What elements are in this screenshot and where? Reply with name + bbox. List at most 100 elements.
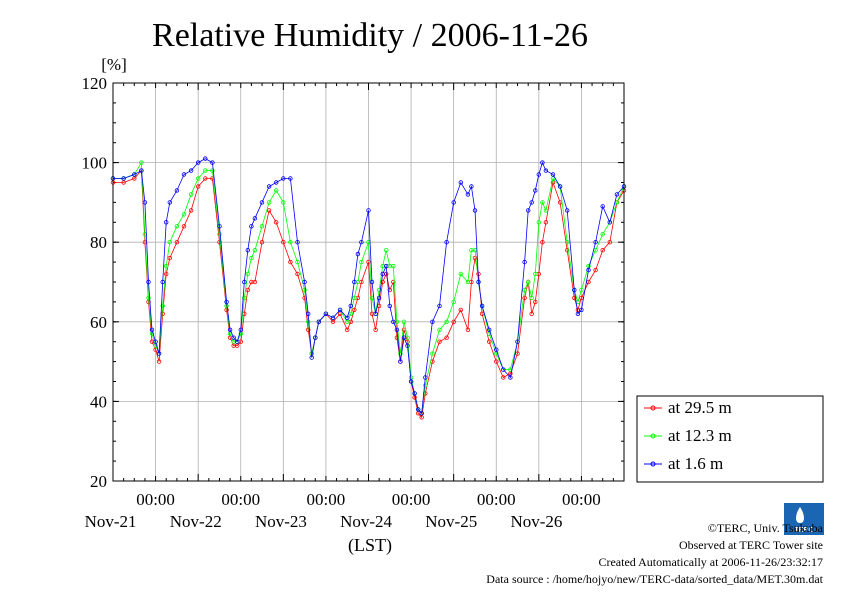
data-point-2 (348, 303, 353, 309)
data-point-1 (458, 271, 463, 277)
data-point-2 (430, 319, 435, 324)
data-point-2 (302, 279, 307, 285)
data-point-0 (522, 295, 527, 301)
y-tick-label: 20 (90, 472, 107, 491)
data-point-2 (355, 251, 361, 257)
legend-label: at 1.6 m (668, 454, 723, 473)
data-point-1 (600, 231, 605, 237)
data-point-1 (391, 263, 396, 269)
data-point-2 (614, 192, 620, 197)
data-point-1 (167, 239, 172, 245)
data-point-0 (281, 239, 286, 245)
data-point-2 (337, 307, 343, 313)
data-point-1 (540, 200, 545, 205)
legend-label: at 12.3 m (668, 426, 732, 445)
data-point-2 (345, 315, 350, 320)
data-point-2 (391, 319, 396, 324)
data-point-1 (384, 247, 389, 253)
y-tick-label: 40 (90, 392, 107, 411)
data-point-0 (266, 208, 272, 213)
data-point-1 (376, 287, 382, 293)
data-point-2 (238, 327, 243, 332)
legend (636, 395, 824, 483)
data-point-2 (227, 327, 233, 332)
data-point-0 (203, 176, 208, 181)
data-point-2 (142, 200, 148, 205)
data-point-2 (163, 220, 169, 225)
data-point-2 (316, 319, 321, 324)
data-point-1 (437, 327, 442, 332)
legend-swatch-marker (650, 461, 656, 467)
data-point-2 (242, 279, 247, 285)
data-point-2 (153, 339, 158, 344)
x-tick-time: 00:00 (136, 490, 175, 509)
data-point-2 (373, 311, 378, 316)
data-point-1 (203, 168, 208, 173)
data-point-0 (295, 271, 300, 277)
data-point-2 (557, 184, 563, 189)
data-point-1 (522, 287, 527, 293)
data-point-0 (412, 395, 417, 400)
data-point-1 (295, 259, 300, 265)
data-point-2 (380, 271, 385, 277)
data-point-1 (181, 212, 187, 217)
data-point-2 (437, 303, 442, 309)
data-point-2 (313, 335, 318, 340)
data-point-2 (366, 208, 371, 213)
series-line-0 (113, 169, 625, 419)
y-tick-label: 100 (82, 154, 108, 173)
x-tick-time: 00:00 (307, 490, 346, 509)
data-point-1 (160, 303, 165, 309)
credit-source: Data source : /home/hojyo/new/TERC-data/… (486, 572, 823, 586)
data-point-1 (259, 224, 265, 229)
data-point-2 (174, 188, 180, 193)
data-point-0 (533, 299, 538, 305)
x-tick-labels: 00:00Nov-2100:00Nov-2200:00Nov-2300:00No… (85, 490, 601, 531)
data-point-2 (423, 375, 428, 380)
data-point-2 (579, 307, 584, 313)
data-point-2 (295, 239, 300, 245)
data-point-1 (465, 279, 471, 285)
data-point-1 (153, 343, 158, 348)
data-point-1 (302, 287, 307, 293)
data-point-2 (195, 160, 201, 165)
series-line-1 (113, 161, 625, 415)
data-point-0 (465, 327, 471, 332)
data-point-2 (494, 347, 499, 352)
data-point-1 (274, 188, 279, 193)
data-point-1 (245, 271, 250, 277)
data-point-0 (330, 319, 336, 324)
data-point-0 (540, 239, 545, 245)
data-point-2 (330, 315, 336, 320)
data-point-2 (167, 200, 172, 205)
data-point-2 (451, 200, 456, 205)
data-point-1 (266, 200, 272, 205)
data-point-2 (181, 172, 187, 177)
data-point-2 (224, 299, 229, 305)
data-point-0 (188, 208, 194, 213)
data-point-1 (451, 299, 456, 305)
data-point-2 (245, 247, 250, 253)
data-point-0 (181, 224, 187, 229)
data-point-2 (401, 335, 407, 340)
data-point-2 (529, 200, 534, 205)
data-point-0 (515, 351, 520, 356)
x-tick-date: Nov-22 (170, 512, 222, 531)
data-point-2 (398, 359, 403, 364)
data-point-1 (139, 160, 144, 165)
data-point-2 (203, 156, 208, 161)
data-point-2 (533, 188, 538, 193)
x-tick-date: Nov-24 (340, 512, 392, 531)
data-point-2 (387, 303, 392, 309)
x-tick-date: Nov-26 (510, 512, 562, 531)
data-point-2 (274, 180, 279, 185)
data-point-1 (146, 295, 151, 301)
data-point-2 (508, 375, 513, 380)
legend-items: at 29.5 m at 12.3 m at 1.6 m (644, 398, 732, 473)
data-point-1 (359, 259, 364, 265)
legend-swatch-marker (650, 433, 656, 439)
x-tick-date: Nov-23 (255, 512, 307, 531)
data-point-2 (149, 327, 155, 332)
data-point-1 (210, 168, 215, 173)
data-point-0 (472, 255, 478, 261)
